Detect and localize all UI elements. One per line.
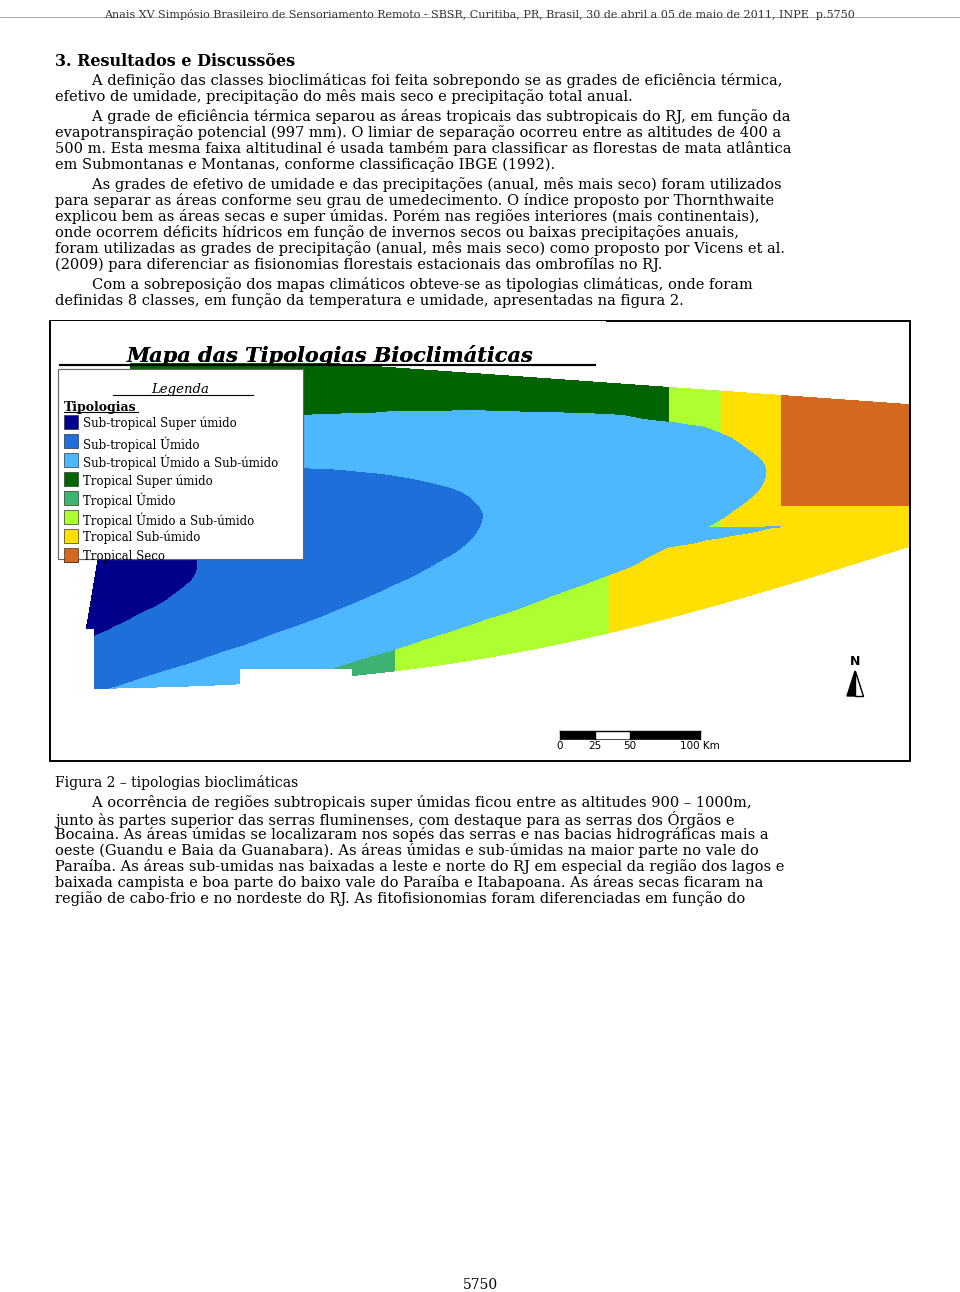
Bar [58, 370, 303, 559]
Bar [595, 731, 630, 739]
Bar [50, 320, 910, 761]
Bar [560, 731, 595, 739]
Bar [630, 731, 700, 739]
Text: baixada campista e boa parte do baixo vale do Paraíba e Itabapoana. As áreas sec: baixada campista e boa parte do baixo va… [55, 875, 763, 890]
Bar [64, 434, 78, 448]
Text: Sub-tropical Super úmido: Sub-tropical Super úmido [83, 417, 237, 430]
Text: explicou bem as áreas secas e super úmidas. Porém nas regiões interiores (mais c: explicou bem as áreas secas e super úmid… [55, 209, 759, 224]
Text: efetivo de umidade, precipitação do mês mais seco e precipitação total anual.: efetivo de umidade, precipitação do mês … [55, 89, 633, 103]
Text: Tropical Úmido a Sub-úmido: Tropical Úmido a Sub-úmido [83, 512, 254, 527]
Text: 5750: 5750 [463, 1278, 497, 1292]
Bar [64, 453, 78, 466]
Text: Tipologias: Tipologias [64, 401, 136, 413]
Bar [64, 491, 78, 505]
Bar [64, 528, 78, 543]
Text: região de cabo-frio e no nordeste do RJ. As fitofisionomias foram diferenciadas : região de cabo-frio e no nordeste do RJ.… [55, 891, 745, 906]
Text: Sub-tropical Úmido a Sub-úmido: Sub-tropical Úmido a Sub-úmido [83, 455, 278, 470]
Bar [64, 510, 78, 525]
Text: Com a sobreposição dos mapas climáticos obteve-se as tipologias climáticas, onde: Com a sobreposição dos mapas climáticos … [55, 276, 753, 292]
Text: Sub-tropical Úmido: Sub-tropical Úmido [83, 435, 200, 451]
Text: Figura 2 – tipologias bioclimáticas: Figura 2 – tipologias bioclimáticas [55, 775, 299, 789]
Text: As grades de efetivo de umidade e das precipitações (anual, mês mais seco) foram: As grades de efetivo de umidade e das pr… [55, 177, 781, 193]
Text: Legenda: Legenda [152, 382, 209, 397]
Text: N: N [850, 655, 860, 668]
Bar [64, 548, 78, 562]
Text: 500 m. Esta mesma faixa altitudinal é usada também para classificar as florestas: 500 m. Esta mesma faixa altitudinal é us… [55, 141, 791, 156]
Bar [64, 415, 78, 429]
Text: Sub-tropical Super úmido: Sub-tropical Super úmido [83, 417, 237, 430]
Text: Sub-tropical Úmido a Sub-úmido: Sub-tropical Úmido a Sub-úmido [83, 455, 278, 470]
Bar [64, 415, 78, 429]
Text: Tropical Úmido: Tropical Úmido [83, 494, 176, 509]
Bar [64, 528, 78, 543]
Text: Sub-tropical Úmido: Sub-tropical Úmido [83, 435, 200, 451]
Text: Tropical Seco: Tropical Seco [83, 550, 165, 563]
Text: oeste (Guandu e Baia da Guanabara). As áreas úmidas e sub-úmidas na maior parte : oeste (Guandu e Baia da Guanabara). As á… [55, 842, 758, 858]
Text: Tropical Sub-úmido: Tropical Sub-úmido [83, 531, 201, 544]
Bar [64, 453, 78, 466]
Bar [64, 491, 78, 505]
Text: Anais XV Simpósio Brasileiro de Sensoriamento Remoto - SBSR, Curitiba, PR, Brasi: Anais XV Simpósio Brasileiro de Sensoria… [105, 9, 855, 19]
Text: (2009) para diferenciar as fisionomias florestais estacionais das ombrofílas no : (2009) para diferenciar as fisionomias f… [55, 257, 662, 273]
Text: Paraíba. As áreas sub-umidas nas baixadas a leste e norte do RJ em especial da r: Paraíba. As áreas sub-umidas nas baixada… [55, 859, 784, 873]
Text: Tropical Super úmido: Tropical Super úmido [83, 474, 213, 487]
Text: Tropical Sub-úmido: Tropical Sub-úmido [83, 531, 201, 544]
Bar [58, 370, 303, 559]
Polygon shape [847, 671, 863, 696]
Text: junto às partes superior das serras fluminenses, com destaque para as serras dos: junto às partes superior das serras flum… [55, 811, 734, 828]
Text: Mapa das Tipologias Bioclimáticas: Mapa das Tipologias Bioclimáticas [127, 345, 534, 366]
Bar [64, 472, 78, 486]
Text: A definição das classes bioclimáticas foi feita sobrepondo se as grades de efici: A definição das classes bioclimáticas fo… [55, 74, 782, 88]
Bar [51, 320, 606, 363]
Text: em Submontanas e Montanas, conforme classificação IBGE (1992).: em Submontanas e Montanas, conforme clas… [55, 158, 555, 172]
Text: 25: 25 [588, 742, 602, 751]
Text: 3. Resultados e Discussões: 3. Resultados e Discussões [55, 53, 295, 70]
Text: evapotranspiração potencial (997 mm). O limiar de separação ocorreu entre as alt: evapotranspiração potencial (997 mm). O … [55, 125, 781, 140]
Bar [50, 320, 910, 761]
Text: Mapa das Tipologias Bioclimáticas: Mapa das Tipologias Bioclimáticas [127, 345, 534, 366]
Bar [51, 323, 909, 760]
Text: 0: 0 [557, 742, 564, 751]
Text: Tipologias: Tipologias [64, 401, 136, 413]
Text: definidas 8 classes, em função da temperatura e umidade, apresentadas na figura : definidas 8 classes, em função da temper… [55, 293, 684, 307]
Bar [64, 472, 78, 486]
Polygon shape [855, 671, 863, 696]
Text: Legenda: Legenda [152, 382, 209, 397]
Bar [64, 510, 78, 525]
Bar [64, 548, 78, 562]
Text: Tropical Seco: Tropical Seco [83, 550, 165, 563]
Text: 100 Km: 100 Km [680, 742, 720, 751]
Text: onde ocorrem déficits hídricos em função de invernos secos ou baixas precipitaçõ: onde ocorrem déficits hídricos em função… [55, 225, 739, 240]
Text: Mapa das Tipologias Bioclimáticas: Mapa das Tipologias Bioclimáticas [127, 345, 534, 366]
Text: para separar as áreas conforme seu grau de umedecimento. O índice proposto por T: para separar as áreas conforme seu grau … [55, 193, 774, 208]
Text: A ocorrência de regiões subtropicais super úmidas ficou entre as altitudes 900 –: A ocorrência de regiões subtropicais sup… [55, 795, 752, 810]
Bar [64, 434, 78, 448]
Text: 50: 50 [623, 742, 636, 751]
Text: foram utilizadas as grades de precipitação (anual, mês mais seco) como proposto : foram utilizadas as grades de precipitaç… [55, 242, 785, 256]
Text: A grade de eficiência térmica separou as áreas tropicais das subtropicais do RJ,: A grade de eficiência térmica separou as… [55, 109, 790, 124]
Text: Bocaina. As áreas úmidas se localizaram nos sopés das serras e nas bacias hidrog: Bocaina. As áreas úmidas se localizaram … [55, 827, 769, 842]
Text: Tropical Úmido a Sub-úmido: Tropical Úmido a Sub-úmido [83, 512, 254, 527]
Text: Tropical Super úmido: Tropical Super úmido [83, 474, 213, 487]
Text: Tropical Úmido: Tropical Úmido [83, 494, 176, 509]
